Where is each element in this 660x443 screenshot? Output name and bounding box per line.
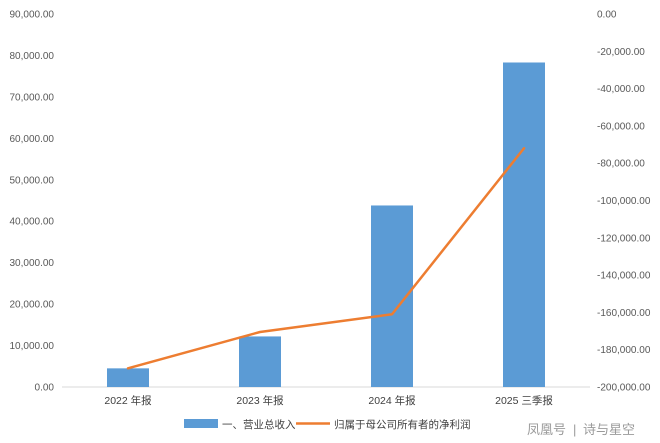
left-tick-label: 50,000.00 bbox=[10, 175, 55, 186]
watermark-author: 诗与星空 bbox=[583, 422, 635, 437]
right-tick-label: -60,000.00 bbox=[597, 121, 645, 132]
legend-bar-label: 一、营业总收入 bbox=[222, 418, 296, 431]
right-tick-label: -180,000.00 bbox=[597, 345, 651, 356]
category-label: 2023 年报 bbox=[236, 394, 284, 407]
right-tick-label: 0.00 bbox=[597, 10, 617, 21]
net-profit-line bbox=[126, 147, 526, 370]
left-tick-label: 20,000.00 bbox=[10, 300, 55, 311]
watermark-brand: 凤凰号 bbox=[527, 422, 566, 437]
legend-line-label: 归属于母公司所有者的净利润 bbox=[334, 418, 471, 431]
left-tick-label: 30,000.00 bbox=[10, 258, 55, 269]
left-tick-label: 40,000.00 bbox=[10, 217, 55, 228]
revenue-bars bbox=[107, 62, 545, 388]
left-tick-label: 10,000.00 bbox=[10, 341, 55, 352]
right-tick-label: -20,000.00 bbox=[597, 47, 645, 58]
left-tick-label: 80,000.00 bbox=[10, 51, 55, 62]
left-tick-label: 60,000.00 bbox=[10, 134, 55, 145]
right-tick-label: -80,000.00 bbox=[597, 159, 645, 170]
right-axis-ticks: -200,000.00 -180,000.00 -160,000.00 -140,00… bbox=[597, 10, 651, 394]
watermark-separator: | bbox=[573, 422, 576, 437]
right-tick-label: -200,000.00 bbox=[597, 383, 651, 394]
category-label: 2025 三季报 bbox=[495, 394, 553, 407]
right-tick-label: -40,000.00 bbox=[597, 84, 645, 95]
revenue-bar bbox=[107, 368, 149, 387]
category-label: 2022 年报 bbox=[104, 394, 152, 407]
revenue-bar bbox=[503, 62, 545, 388]
category-labels: 2022 年报 2023 年报 2024 年报 2025 三季报 bbox=[104, 394, 553, 407]
net-profit-line-layer bbox=[126, 147, 526, 370]
watermark: 凤凰号 | 诗与星空 bbox=[527, 422, 635, 437]
left-tick-label: 0.00 bbox=[35, 383, 55, 394]
left-tick-label: 70,000.00 bbox=[10, 92, 55, 103]
left-tick-label: 90,000.00 bbox=[10, 10, 55, 21]
category-label: 2024 年报 bbox=[368, 394, 416, 407]
right-tick-label: -160,000.00 bbox=[597, 308, 651, 319]
legend: 一、营业总收入 归属于母公司所有者的净利润 bbox=[184, 418, 471, 431]
right-tick-label: -140,000.00 bbox=[597, 271, 651, 282]
left-axis-ticks: 0.00 10,000.00 20,000.00 30,000.00 40,000.00… bbox=[10, 10, 55, 394]
right-tick-label: -100,000.00 bbox=[597, 196, 651, 207]
revenue-bar bbox=[239, 336, 281, 387]
right-tick-label: -120,000.00 bbox=[597, 233, 651, 244]
legend-bar-swatch bbox=[184, 419, 218, 428]
